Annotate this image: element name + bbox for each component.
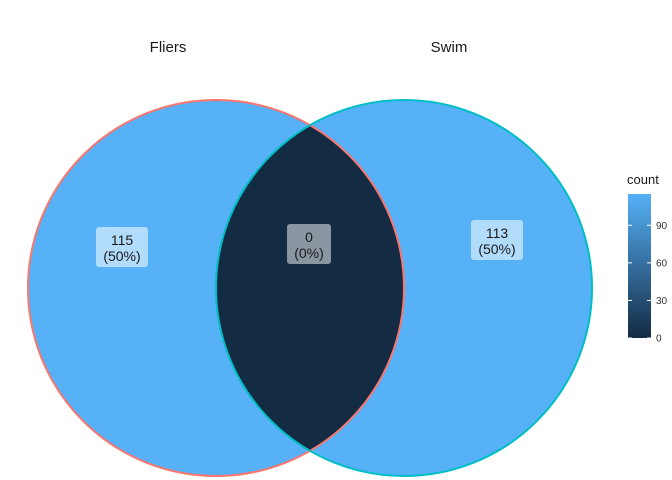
percent-fliers: (50%) xyxy=(103,248,140,264)
legend-tick-label: 60 xyxy=(656,258,668,269)
count-fliers: 115 xyxy=(111,232,134,248)
set-label-fliers: Fliers xyxy=(150,39,187,56)
legend-colorbar xyxy=(628,194,651,338)
count-intersection: 0 xyxy=(305,229,313,245)
percent-intersection: (0%) xyxy=(294,245,324,261)
legend-tick-label: 90 xyxy=(656,221,668,232)
legend-tick-label: 30 xyxy=(656,296,668,307)
label-box-fliers xyxy=(96,227,148,267)
legend-tick-label: 0 xyxy=(656,334,662,345)
legend: count 0 30 60 90 xyxy=(627,172,668,345)
swim-outline xyxy=(215,99,593,477)
legend-ticks: 0 30 60 90 xyxy=(628,221,668,345)
legend-title: count xyxy=(627,172,659,187)
set-label-swim: Swim xyxy=(431,39,468,56)
label-box-swim xyxy=(471,220,523,260)
intersection-region xyxy=(216,100,404,476)
label-box-intersection xyxy=(287,224,331,264)
fliers-outline xyxy=(27,99,405,477)
count-swim: 113 xyxy=(486,225,509,241)
percent-swim: (50%) xyxy=(478,241,515,257)
